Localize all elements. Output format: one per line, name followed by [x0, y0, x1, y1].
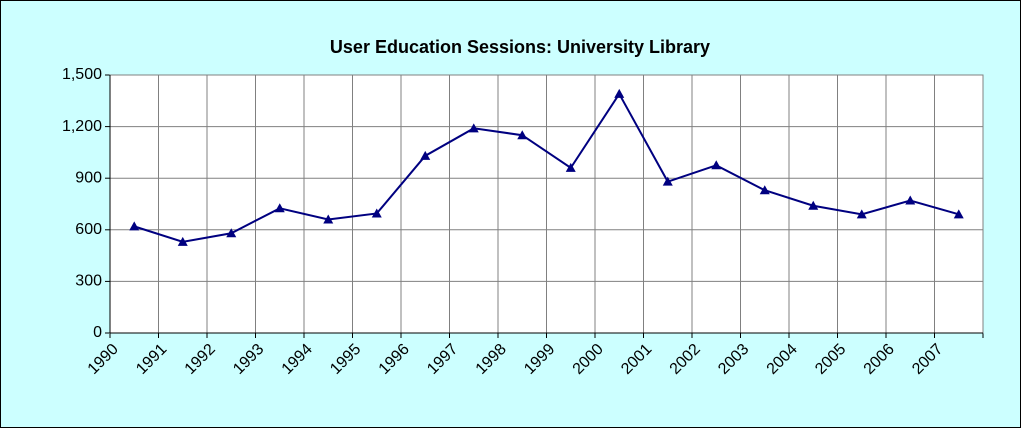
y-tick-label: 0 [93, 324, 102, 341]
y-tick-label: 600 [75, 221, 102, 238]
data-point [565, 162, 576, 172]
line-series [133, 91, 960, 243]
data-point [517, 130, 528, 140]
data-point [614, 88, 625, 98]
y-tick-label: 300 [75, 273, 102, 290]
data-point [274, 203, 285, 213]
data-point [420, 150, 431, 160]
data-point [468, 123, 479, 133]
data-point [856, 209, 867, 219]
data-point [129, 221, 140, 231]
data-point [226, 228, 237, 238]
y-tick-label: 1,500 [62, 66, 102, 83]
data-point [323, 214, 334, 224]
data-point [759, 185, 770, 195]
data-point [711, 160, 722, 170]
data-point [905, 195, 916, 205]
data-point [808, 200, 819, 210]
data-point [371, 208, 382, 218]
data-point [177, 236, 188, 246]
y-tick-label: 1,200 [62, 118, 102, 135]
data-point [953, 209, 964, 219]
y-tick-label: 900 [75, 169, 102, 186]
chart-title: User Education Sessions: University Libr… [330, 37, 710, 57]
data-point [662, 176, 673, 186]
